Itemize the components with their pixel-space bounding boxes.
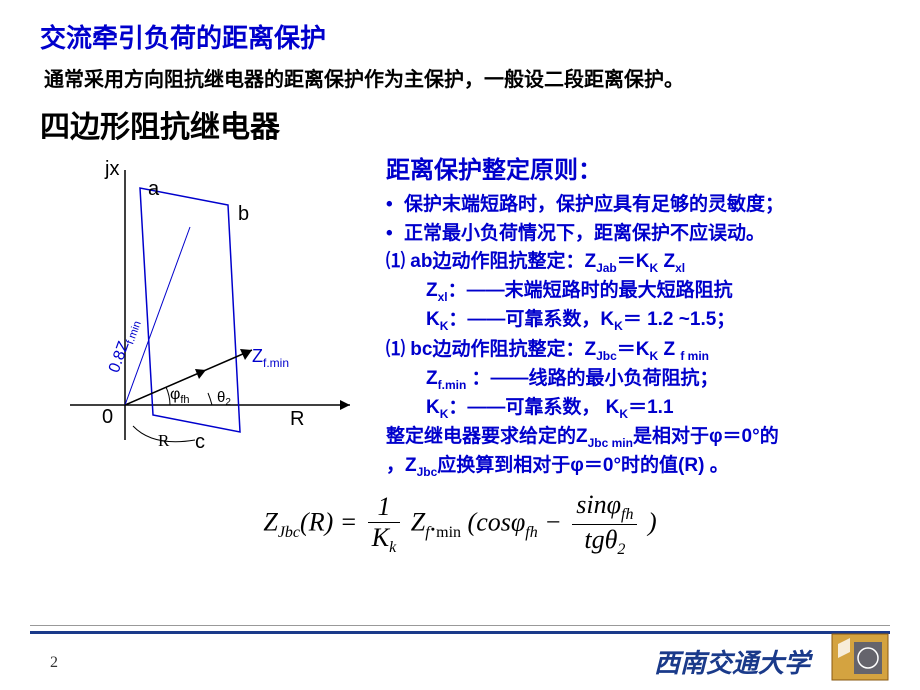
setting-heading: 距离保护整定原则： (386, 150, 880, 185)
page-number: 2 (50, 654, 58, 672)
slide: 交流牵引负荷的距离保护 通常采用方向阻抗继电器的距离保护作为主保护，一般设二段距… (0, 0, 920, 690)
label-c: c (195, 431, 205, 450)
title-primary: 交流牵引负荷的距离保护 (40, 18, 880, 55)
label-R-brace: R (158, 431, 170, 450)
text-column: 距离保护整定原则： 保护末端短路时，保护应具有足够的灵敏度； 正常最小负荷情况下… (380, 150, 880, 482)
title-secondary: 四边形阻抗继电器 (40, 102, 880, 146)
label-b: b (238, 203, 249, 225)
formula: ZJbc(R) = 1 Kk Zf.min (cosφfh − sinφfh t… (40, 490, 880, 559)
label-R-axis: R (290, 408, 304, 430)
content-row: jx a b c R 0 Zf.min 0.8Zf.min φfh θ2 R 距… (40, 150, 880, 482)
diagram-column: jx a b c R 0 Zf.min 0.8Zf.min φfh θ2 R (40, 150, 380, 482)
impedance-diagram: jx a b c R 0 Zf.min 0.8Zf.min φfh θ2 R (40, 150, 370, 450)
label-a: a (148, 178, 160, 200)
item-kk1: KK：——可靠系数，KK＝ 1.2 ~1.5； (386, 306, 880, 335)
item-zxl: Zxl：——末端短路时的最大短路阻抗 (386, 277, 880, 306)
item-ab: ⑴ ab边动作阻抗整定：ZJab＝KK Zxl (386, 248, 880, 277)
item-zfmin: Zf.min ：——线路的最小负荷阻抗； (386, 365, 880, 394)
label-theta: θ2 (217, 389, 231, 408)
note-line2: ，ZJbc应换算到相对于φ＝0°时的值(R) 。 (386, 452, 880, 481)
university-logo-icon (830, 632, 890, 682)
label-zfmin: Zf.min (252, 346, 289, 370)
subtitle: 通常采用方向阻抗继电器的距离保护作为主保护，一般设二段距离保护。 (40, 63, 880, 92)
bullet-1: 保护末端短路时，保护应具有足够的灵敏度； (386, 191, 880, 220)
note-line1: 整定继电器要求给定的ZJbc min是相对于φ＝0°的 (386, 423, 880, 452)
label-zero: 0 (102, 406, 113, 428)
footer-line-thin (30, 625, 890, 626)
item-kk2: KK：——可靠系数， KK＝1.1 (386, 394, 880, 423)
label-jx: jx (104, 158, 119, 180)
bullet-2: 正常最小负荷情况下，距离保护不应误动。 (386, 220, 880, 249)
footer-line-thick (30, 631, 890, 634)
item-bc: ⑴ bc边动作阻抗整定：ZJbc＝KK Z f min (386, 336, 880, 365)
university-name: 西南交通大学 (654, 643, 810, 680)
label-phi: φfh (170, 386, 190, 406)
